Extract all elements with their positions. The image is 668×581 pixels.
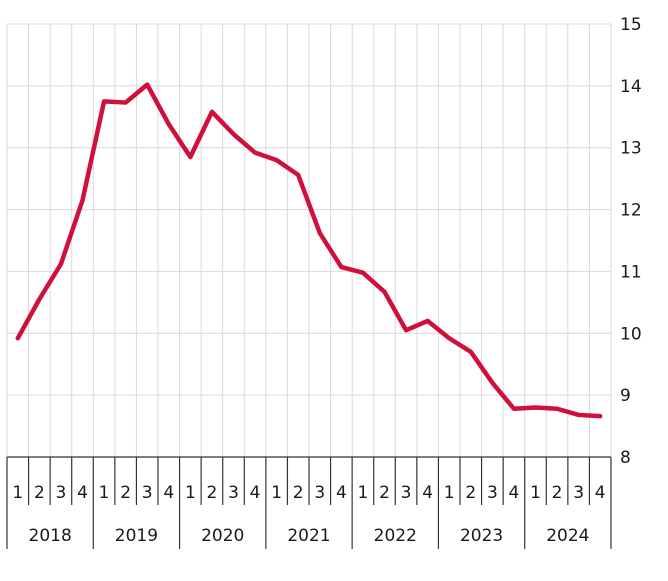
quarter-label: 1 bbox=[358, 483, 369, 503]
y-tick-label: 12 bbox=[620, 201, 642, 221]
year-label: 2024 bbox=[546, 526, 589, 546]
quarter-label: 2 bbox=[207, 483, 218, 503]
quarter-label: 4 bbox=[509, 483, 520, 503]
y-tick-label: 8 bbox=[620, 448, 631, 468]
y-tick-label: 15 bbox=[620, 15, 642, 35]
quarter-label: 3 bbox=[142, 483, 153, 503]
grid-lines bbox=[6, 23, 612, 457]
y-tick-label: 11 bbox=[620, 262, 642, 282]
quarter-label: 2 bbox=[34, 483, 45, 503]
quarter-label: 4 bbox=[422, 483, 433, 503]
quarter-label: 4 bbox=[595, 483, 606, 503]
year-label: 2023 bbox=[460, 526, 503, 546]
quarter-label: 3 bbox=[573, 483, 584, 503]
quarter-label: 3 bbox=[314, 483, 325, 503]
quarter-label: 2 bbox=[120, 483, 131, 503]
quarter-label: 1 bbox=[99, 483, 110, 503]
quarter-label: 1 bbox=[530, 483, 541, 503]
quarter-label: 4 bbox=[336, 483, 347, 503]
quarter-label: 3 bbox=[228, 483, 239, 503]
quarter-label: 2 bbox=[465, 483, 476, 503]
y-tick-label: 13 bbox=[620, 139, 642, 159]
quarter-label: 3 bbox=[56, 483, 67, 503]
quarter-label: 1 bbox=[444, 483, 455, 503]
year-label: 2019 bbox=[115, 526, 158, 546]
y-axis-tick-labels: 8 9 10 11 12 13 14 15 bbox=[620, 15, 642, 468]
year-label: 2022 bbox=[374, 526, 417, 546]
quarter-label: 4 bbox=[77, 483, 88, 503]
series-line bbox=[15, 82, 603, 419]
series-group bbox=[15, 82, 603, 419]
quarter-label: 1 bbox=[185, 483, 196, 503]
quarter-label: 4 bbox=[163, 483, 174, 503]
quarter-label: 1 bbox=[271, 483, 282, 503]
quarter-label: 3 bbox=[487, 483, 498, 503]
quarter-label: 2 bbox=[379, 483, 390, 503]
quarter-label: 3 bbox=[401, 483, 412, 503]
year-label: 2021 bbox=[287, 526, 330, 546]
quarter-label: 1 bbox=[12, 483, 23, 503]
y-tick-label: 10 bbox=[620, 324, 642, 344]
quarter-label: 2 bbox=[552, 483, 563, 503]
axes bbox=[6, 456, 612, 549]
quarter-label: 4 bbox=[250, 483, 261, 503]
year-label: 2018 bbox=[29, 526, 72, 546]
y-tick-label: 9 bbox=[620, 386, 631, 406]
quarter-label: 2 bbox=[293, 483, 304, 503]
y-tick-label: 14 bbox=[620, 77, 642, 97]
year-label: 2020 bbox=[201, 526, 244, 546]
